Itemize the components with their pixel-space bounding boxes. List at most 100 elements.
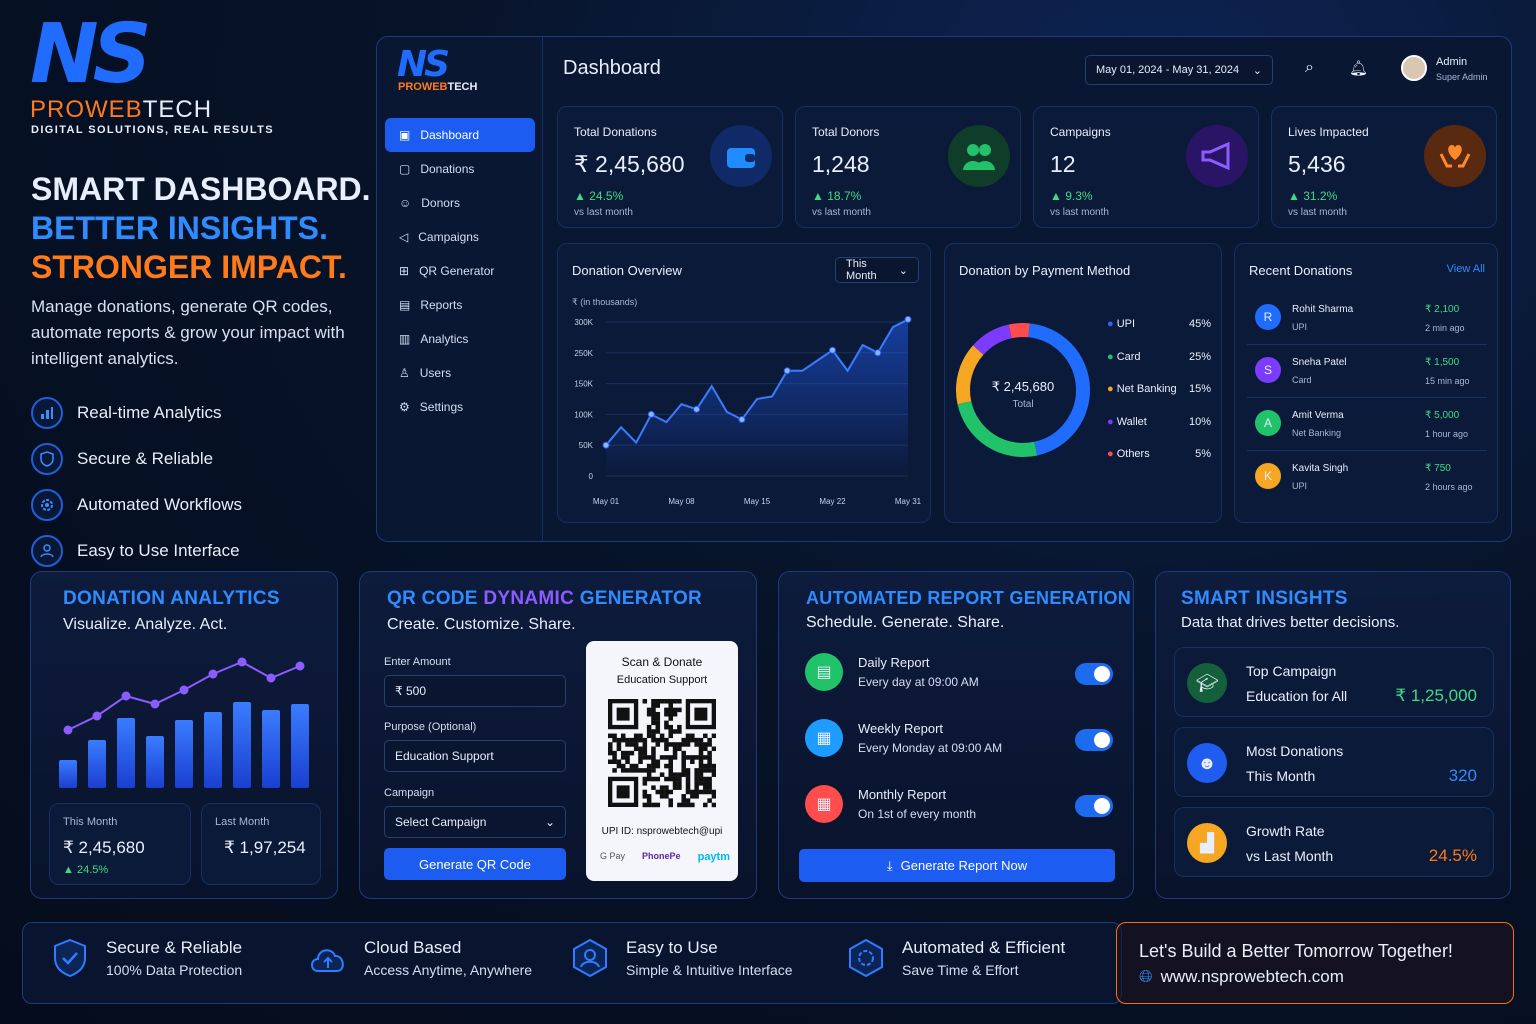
campaign-select[interactable]: Select Campaign ⌄ bbox=[384, 806, 566, 838]
list-item[interactable]: R Rohit Sharma UPI ₹ 2,100 2 min ago bbox=[1247, 292, 1487, 345]
globe-icon: 🌐︎ bbox=[1139, 967, 1153, 986]
legend-item: ● Others 5% bbox=[1107, 448, 1211, 481]
qr-module bbox=[664, 794, 669, 799]
daily-report-toggle[interactable] bbox=[1075, 663, 1113, 685]
cta-box[interactable]: Let's Build a Better Tomorrow Together! … bbox=[1116, 922, 1514, 1004]
sidebar-item-label: Dashboard bbox=[420, 128, 480, 142]
monthly-report-toggle[interactable] bbox=[1075, 795, 1113, 817]
avatar[interactable] bbox=[1401, 55, 1427, 81]
sidebar-item-users[interactable]: ♙ Users bbox=[385, 356, 535, 390]
generate-report-button[interactable]: ⤓ Generate Report Now bbox=[799, 849, 1115, 882]
insight-growth-rate[interactable]: ▟ Growth Rate vs Last Month 24.5% bbox=[1174, 807, 1494, 877]
cta-text: Let's Build a Better Tomorrow Together! bbox=[1139, 941, 1453, 961]
sidebar-item-settings[interactable]: ⚙ Settings bbox=[385, 390, 535, 424]
qr-module bbox=[703, 742, 708, 747]
sidebar-item-dashboard[interactable]: ▣ Dashboard bbox=[385, 118, 535, 152]
qr-module bbox=[690, 755, 695, 760]
qr-module bbox=[664, 755, 669, 760]
list-item[interactable]: A Amit Verma Net Banking ₹ 5,000 1 hour … bbox=[1247, 398, 1487, 451]
sidebar-item-analytics[interactable]: ▥ Analytics bbox=[385, 322, 535, 356]
sidebar-item-donations[interactable]: ▢ Donations bbox=[385, 152, 535, 186]
kpi-card-campaigns[interactable]: Campaigns 12 ▲ 9.3% vs last month bbox=[1033, 106, 1259, 228]
qr-module bbox=[681, 750, 686, 756]
date-range-picker[interactable]: May 01, 2024 - May 31, 2024 ⌄ bbox=[1085, 55, 1273, 85]
qr-module bbox=[625, 755, 630, 760]
qr-module bbox=[668, 699, 673, 704]
hero-feature-label: Real-time Analytics bbox=[77, 403, 222, 422]
y-tick-label: 50K bbox=[579, 441, 594, 450]
kpi-value: 12 bbox=[1050, 151, 1076, 177]
qr-module bbox=[642, 746, 648, 752]
document-icon: ▤ bbox=[805, 653, 843, 691]
list-item[interactable]: S Sneha Patel Card ₹ 1,500 15 min ago bbox=[1247, 345, 1487, 398]
sidebar-item-reports[interactable]: ▤ Reports bbox=[385, 288, 535, 322]
qr-module bbox=[655, 703, 661, 708]
qr-module bbox=[681, 802, 686, 808]
insights-subtitle: Data that drives better decisions. bbox=[1181, 614, 1400, 631]
qr-module bbox=[711, 789, 716, 795]
legend-pct: 45% bbox=[1188, 318, 1211, 330]
qr-module bbox=[685, 789, 691, 795]
sidebar-item-label: Reports bbox=[420, 298, 463, 312]
weekly-report-toggle[interactable] bbox=[1075, 729, 1113, 751]
kpi-card-total-donors[interactable]: Total Donors 1,248 ▲ 18.7% vs last month bbox=[795, 106, 1021, 228]
hero-headline: SMART DASHBOARD. BETTER INSIGHTS. STRONG… bbox=[31, 170, 371, 287]
donation-overview-card: Donation Overview This Month ⌄ ₹ (in thou… bbox=[557, 243, 931, 523]
qr-module bbox=[707, 781, 712, 786]
insight-top-campaign[interactable]: 🎓︎ Top Campaign Education for All ₹ 1,25… bbox=[1174, 647, 1494, 717]
qr-module bbox=[616, 742, 622, 747]
qr-module bbox=[651, 716, 656, 721]
purpose-input[interactable]: Education Support bbox=[384, 740, 566, 772]
stat-value: ₹ 2,45,680 bbox=[63, 838, 145, 857]
qr-module bbox=[638, 746, 643, 752]
donor-method: Net Banking bbox=[1292, 428, 1342, 438]
overview-filter[interactable]: This Month ⌄ bbox=[835, 257, 919, 283]
donation-overview-chart: 300K 250K 150K 100K 50K 0 May 01 May 08 May 15 Ma… bbox=[574, 315, 922, 506]
qr-module bbox=[677, 724, 682, 730]
qr-module bbox=[685, 742, 691, 747]
qr-module bbox=[651, 737, 656, 743]
qr-module bbox=[707, 763, 712, 769]
sidebar-item-donors[interactable]: ☺ Donors bbox=[385, 186, 535, 220]
qr-module bbox=[651, 729, 656, 734]
automated-reports-panel: AUTOMATED REPORT GENERATION Schedule. Ge… bbox=[778, 571, 1134, 899]
dashboard-icon: ▣ bbox=[399, 128, 411, 142]
chevron-down-icon: ⌄ bbox=[1252, 64, 1262, 77]
qr-module bbox=[672, 746, 678, 752]
qr-module bbox=[681, 772, 686, 777]
qr-module bbox=[711, 772, 716, 777]
data-point bbox=[602, 441, 610, 449]
kpi-label: Total Donations bbox=[574, 125, 657, 139]
donut-center-value: ₹ 2,45,680 bbox=[991, 379, 1055, 394]
donors-icon: ☺ bbox=[399, 196, 412, 210]
kpi-card-total-donations[interactable]: Total Donations ₹ 2,45,680 ▲ 24.5% vs last… bbox=[557, 106, 783, 228]
cta-url[interactable]: 🌐︎ www.nsprowebtech.com bbox=[1139, 967, 1344, 987]
amount-input[interactable]: ₹ 500 bbox=[384, 675, 566, 707]
qr-module bbox=[646, 707, 652, 713]
campaign-label: Campaign bbox=[384, 787, 435, 799]
search-icon[interactable]: ⌕ bbox=[1305, 59, 1314, 76]
generate-qr-button[interactable]: Generate QR Code bbox=[384, 848, 566, 880]
report-name: Weekly Report bbox=[858, 721, 944, 736]
bell-icon[interactable]: 🔔︎ bbox=[1349, 60, 1369, 77]
settings-icon: ⚙ bbox=[399, 400, 410, 414]
qr-module bbox=[677, 785, 682, 790]
view-all-link[interactable]: View All bbox=[1446, 263, 1485, 275]
sidebar-item-campaigns[interactable]: ◁ Campaigns bbox=[385, 220, 535, 254]
donation-time: 15 min ago bbox=[1425, 376, 1470, 386]
qr-module bbox=[633, 742, 639, 747]
report-row: ▦ Weekly Report Every Monday at 09:00 AM bbox=[779, 719, 1135, 761]
qr-module bbox=[690, 789, 695, 795]
generate-report-label: Generate Report Now bbox=[900, 858, 1028, 873]
sidebar-item-label: QR Generator bbox=[419, 264, 495, 278]
payment-title: Donation by Payment Method bbox=[959, 263, 1131, 278]
qr-module bbox=[616, 759, 622, 764]
trend-point bbox=[121, 691, 131, 701]
qr-module bbox=[612, 759, 617, 764]
list-item[interactable]: K Kavita Singh UPI ₹ 750 2 hours ago bbox=[1247, 451, 1487, 504]
kpi-card-lives-impacted[interactable]: Lives Impacted 5,436 ▲ 31.2% vs last month bbox=[1271, 106, 1497, 228]
sidebar-item-qr-generator[interactable]: ⊞ QR Generator bbox=[385, 254, 535, 288]
bar bbox=[88, 740, 106, 788]
insight-most-donations[interactable]: ☻ Most Donations This Month 320 bbox=[1174, 727, 1494, 797]
donut-slice bbox=[1008, 323, 1030, 339]
